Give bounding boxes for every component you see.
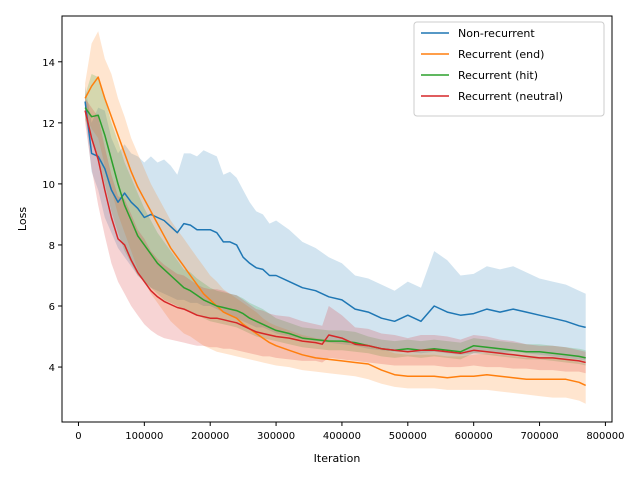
line-recurrent-hit bbox=[84, 107, 586, 359]
confidence-bands bbox=[85, 31, 586, 404]
x-tick-label: 400000 bbox=[323, 431, 361, 442]
x-tick-label: 700000 bbox=[520, 431, 558, 442]
legend-label-recurrent-neutral: Recurrent (neutral) bbox=[458, 90, 563, 103]
x-axis-ticks: 0 100000 200000 300000 400000 500000 600000 700… bbox=[75, 422, 625, 442]
line-non-recurrent bbox=[84, 101, 586, 329]
legend: Non-recurrent Recurrent (end) Recurrent (h… bbox=[413, 21, 605, 117]
x-tick-label: 300000 bbox=[257, 431, 295, 442]
line-recurrent-neutral bbox=[84, 110, 586, 364]
x-tick-label: 0 bbox=[75, 431, 81, 442]
y-axis-label: Loss bbox=[16, 207, 29, 231]
legend-label-recurrent-hit: Recurrent (hit) bbox=[458, 69, 538, 82]
y-tick-label: 12 bbox=[42, 119, 55, 130]
series-lines bbox=[84, 76, 587, 387]
band-recurrent-end bbox=[85, 31, 586, 404]
axes-frame bbox=[61, 15, 613, 423]
legend-label-recurrent-end: Recurrent (end) bbox=[458, 48, 544, 61]
legend-label-non-recurrent: Non-recurrent bbox=[458, 27, 535, 40]
y-tick-label: 10 bbox=[42, 180, 55, 191]
x-axis-label: Iteration bbox=[314, 452, 361, 465]
y-tick-label: 6 bbox=[49, 302, 55, 313]
y-axis-ticks: 4 6 8 10 12 14 bbox=[42, 58, 62, 374]
x-tick-label: 500000 bbox=[389, 431, 427, 442]
band-recurrent-hit bbox=[85, 74, 586, 366]
y-tick-label: 8 bbox=[49, 241, 55, 252]
band-recurrent-neutral bbox=[85, 98, 586, 374]
x-tick-label: 100000 bbox=[125, 431, 163, 442]
band-non-recurrent bbox=[85, 86, 586, 361]
x-tick-label: 800000 bbox=[586, 431, 624, 442]
y-tick-label: 4 bbox=[49, 363, 55, 374]
x-tick-label: 200000 bbox=[191, 431, 229, 442]
x-tick-label: 600000 bbox=[455, 431, 493, 442]
y-tick-label: 14 bbox=[42, 58, 55, 69]
line-recurrent-end bbox=[84, 76, 587, 387]
legend-box bbox=[413, 21, 605, 117]
